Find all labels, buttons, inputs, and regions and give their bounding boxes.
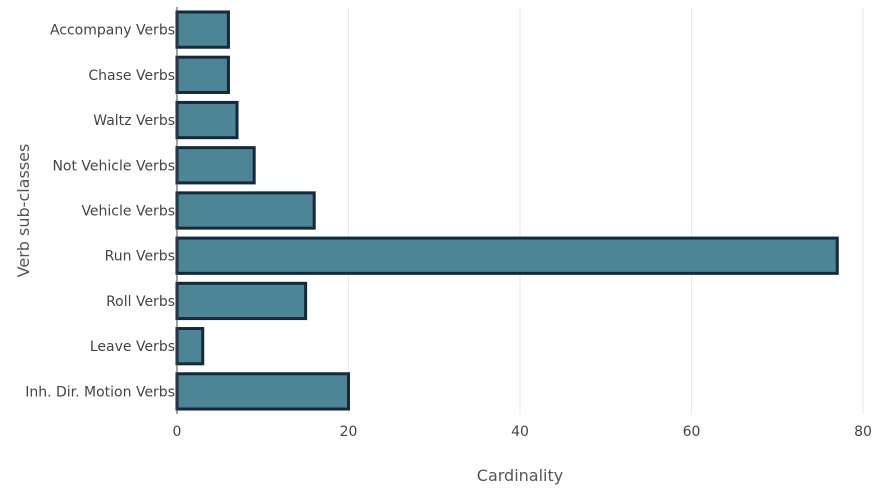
bar-inh-dir-motion-verbs[interactable] — [175, 372, 350, 411]
y-tick-label: Roll Verbs — [106, 294, 175, 310]
bar-leave-verbs[interactable] — [175, 327, 205, 366]
y-tick-label: Run Verbs — [105, 249, 175, 265]
y-tick-label: Chase Verbs — [88, 68, 175, 84]
x-axis-title: Cardinality — [477, 466, 563, 485]
y-tick-label: Waltz Verbs — [93, 113, 175, 129]
x-tick-label: 20 — [340, 424, 358, 440]
y-axis-title: Verb sub-classes — [14, 144, 33, 278]
bar-waltz-verbs[interactable] — [175, 100, 239, 140]
bar-accompany-verbs[interactable] — [175, 10, 230, 49]
bars — [175, 10, 839, 411]
x-tick-label: 80 — [854, 424, 872, 440]
y-tick-label: Leave Verbs — [90, 339, 175, 355]
x-tick-labels: 0 20 40 60 80 — [173, 424, 872, 440]
bar-roll-verbs[interactable] — [175, 281, 308, 321]
gridlines — [348, 7, 864, 414]
y-tick-label: Vehicle Verbs — [81, 204, 175, 220]
bar-chase-verbs[interactable] — [175, 55, 230, 94]
y-tick-label: Inh. Dir. Motion Verbs — [25, 384, 175, 400]
bar-run-verbs[interactable] — [175, 236, 839, 275]
x-tick-label: 0 — [173, 424, 182, 440]
x-tick-label: 60 — [683, 424, 701, 440]
bar-vehicle-verbs[interactable] — [175, 191, 316, 230]
y-tick-label: Accompany Verbs — [50, 23, 175, 39]
bar-not-vehicle-verbs[interactable] — [175, 146, 256, 185]
y-tick-labels: Accompany Verbs Chase Verbs Waltz Verbs Not… — [25, 23, 175, 401]
y-tick-label: Not Vehicle Verbs — [52, 158, 175, 174]
x-tick-label: 40 — [511, 424, 529, 440]
